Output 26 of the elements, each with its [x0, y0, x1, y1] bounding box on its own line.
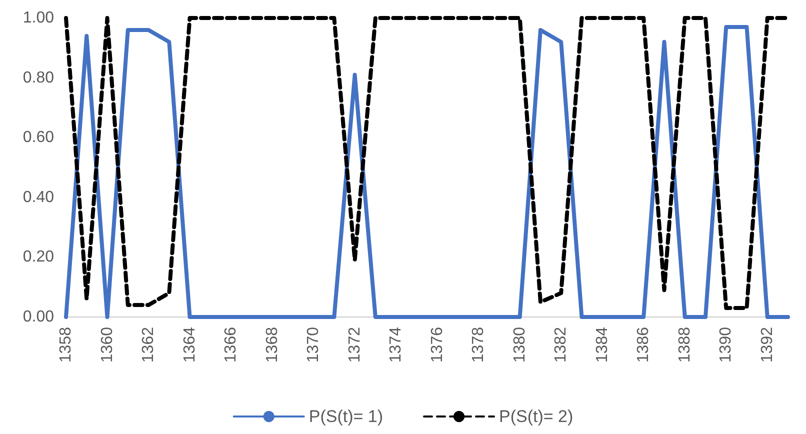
x-tick-label: 1380 [511, 326, 528, 363]
x-tick-label: 1390 [718, 326, 735, 363]
y-tick-label: 0.60 [22, 129, 54, 146]
x-tick-label: 1376 [428, 326, 446, 363]
legend-label: P(S(t)= 1) [308, 407, 384, 426]
y-tick-label: 0.40 [22, 188, 54, 206]
x-tick-label: 1392 [758, 326, 776, 363]
x-tick-label: 1366 [222, 326, 240, 363]
x-tick-label: 1360 [98, 326, 116, 363]
y-tick-label: 0.20 [22, 248, 54, 266]
x-tick-label: 1374 [388, 326, 405, 363]
y-tick-label: 0.80 [22, 69, 54, 86]
x-tick-label: 1378 [470, 326, 488, 363]
x-tick-label: 1386 [635, 326, 652, 363]
x-tick-label: 1370 [305, 326, 322, 363]
x-tick-label: 1368 [264, 326, 281, 363]
x-tick-label: 1372 [346, 326, 364, 363]
x-tick-label: 1358 [58, 326, 74, 363]
y-tick-label: 0.00 [22, 308, 54, 326]
x-tick-label: 1364 [181, 326, 198, 363]
x-tick-label: 1362 [140, 326, 158, 363]
y-tick-label: 1.00 [22, 10, 54, 26]
x-tick-label: 1384 [594, 326, 611, 363]
legend-label: P(S(t)= 2) [499, 407, 574, 426]
x-tick-label: 1382 [552, 326, 570, 363]
x-tick-label: 1388 [676, 326, 694, 363]
